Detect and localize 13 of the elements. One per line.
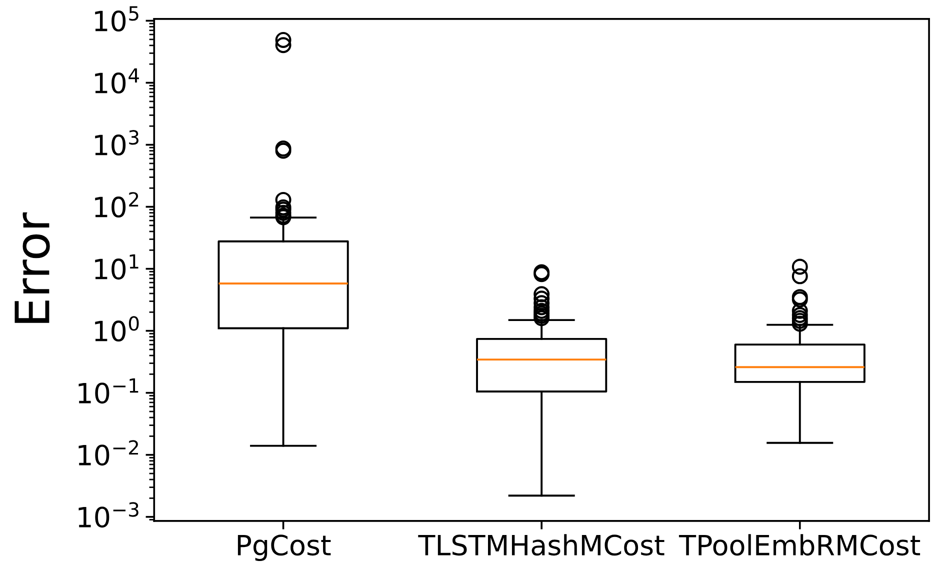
y-tick-label: 10$^{4}$	[95, 68, 139, 94]
y-tick-label: 10$^{3}$	[95, 130, 138, 156]
y-tick-label: 10$^{2}$	[95, 192, 138, 218]
y-tick-label: 10$^{1}$	[95, 254, 138, 280]
y-tick-label: 10$^{0}$	[95, 316, 139, 342]
x-tick-label: TPoolEmbRMCost	[678, 534, 920, 556]
y-tick-label: 10$^{−1}$	[78, 378, 138, 404]
y-axis-title: Error	[14, 212, 50, 323]
y-tick-label: 10$^{5}$	[95, 6, 138, 32]
x-tick-label: TLSTMHashMCost	[418, 534, 664, 556]
y-tick-label: 10$^{−2}$	[78, 440, 138, 466]
x-tick-label: PgCost	[238, 534, 331, 562]
y-tick-label: 10$^{−3}$	[78, 502, 138, 528]
